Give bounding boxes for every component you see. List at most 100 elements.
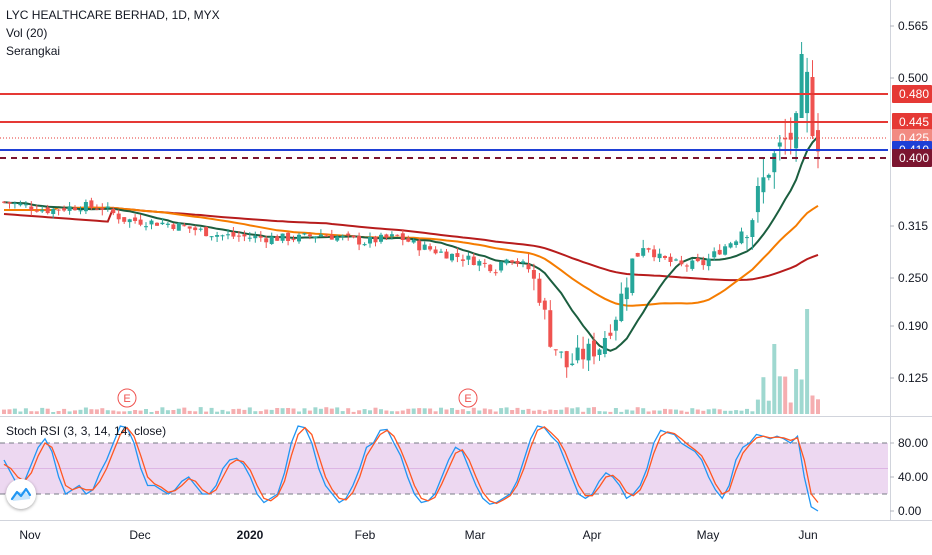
volume-bar bbox=[100, 408, 105, 414]
candle-body bbox=[515, 261, 520, 264]
volume-bar bbox=[231, 409, 236, 414]
stoch-rsi-lines bbox=[3, 425, 819, 512]
volume-bar bbox=[766, 400, 771, 414]
volume-bar bbox=[318, 408, 323, 414]
stoch-rsi-title[interactable]: Stoch RSI (3, 3, 14, 14, close) bbox=[6, 424, 167, 438]
volume-bar bbox=[466, 411, 471, 414]
volume-indicator-label[interactable]: Vol (20) bbox=[6, 26, 48, 40]
price-label-tag[interactable] bbox=[892, 149, 932, 167]
volume-bar bbox=[324, 407, 329, 414]
candle-body bbox=[324, 235, 329, 237]
candle-body bbox=[531, 270, 536, 279]
candle-body bbox=[34, 210, 39, 212]
candle-body bbox=[111, 208, 116, 214]
volume-bar bbox=[275, 408, 280, 414]
volume-bar bbox=[269, 409, 274, 414]
candle-body bbox=[291, 239, 296, 241]
candle-body bbox=[613, 319, 618, 331]
volume-bar bbox=[772, 344, 777, 414]
volume-bar bbox=[745, 408, 749, 414]
volume-bar bbox=[209, 407, 214, 414]
volume-bar bbox=[723, 410, 728, 414]
volume-bar bbox=[182, 407, 187, 414]
candle-body bbox=[684, 265, 689, 267]
volume-bar bbox=[805, 309, 810, 414]
price-label-tag[interactable] bbox=[892, 113, 932, 131]
candle-body bbox=[160, 222, 165, 225]
candle-body bbox=[400, 233, 405, 240]
volume-bar bbox=[40, 407, 45, 414]
volume-bar bbox=[455, 409, 460, 414]
volume-bar bbox=[690, 408, 695, 414]
volume-bar bbox=[537, 409, 542, 414]
volume-bar bbox=[657, 410, 662, 414]
volume-bar bbox=[400, 410, 405, 414]
volume-bar bbox=[127, 411, 132, 414]
candle-body bbox=[406, 238, 411, 242]
volume-bar bbox=[56, 411, 61, 414]
earnings-marker[interactable] bbox=[117, 388, 137, 408]
price-label-tag[interactable] bbox=[892, 85, 932, 103]
volume-bar bbox=[45, 408, 50, 414]
candle-body bbox=[674, 259, 678, 261]
earnings-marker[interactable] bbox=[458, 388, 478, 408]
candle-body bbox=[422, 244, 427, 250]
volume-bar bbox=[417, 408, 422, 414]
candle-body bbox=[253, 235, 258, 239]
volume-bar bbox=[548, 409, 553, 414]
candle-body bbox=[122, 217, 127, 222]
volume-bar bbox=[701, 410, 706, 414]
volume-bar bbox=[149, 412, 154, 414]
volume-bar bbox=[78, 409, 83, 414]
candlesticks bbox=[2, 42, 820, 378]
price-label-text: 0.445 bbox=[899, 115, 929, 129]
volume-bar bbox=[395, 411, 400, 414]
candle-body bbox=[439, 251, 443, 253]
volume-bar bbox=[761, 377, 766, 414]
candle-body bbox=[133, 217, 138, 221]
volume-bar bbox=[586, 407, 591, 414]
symbol-title[interactable]: LYC HEALTHCARE BERHAD, 1D, MYX bbox=[6, 8, 220, 22]
candle-body bbox=[450, 253, 454, 261]
candle-body bbox=[2, 201, 6, 203]
volume-bar bbox=[619, 411, 624, 414]
volume-bar bbox=[384, 410, 389, 414]
candle-body bbox=[471, 256, 476, 265]
volume-bar bbox=[712, 408, 717, 414]
candle-body bbox=[171, 224, 176, 229]
price-label-text: 0.480 bbox=[899, 87, 929, 101]
candle-body bbox=[198, 228, 203, 230]
volume-bar bbox=[389, 411, 394, 414]
candle-body bbox=[444, 251, 449, 259]
chart-legend: LYC HEALTHCARE BERHAD, 1D, MYX Vol (20) … bbox=[6, 6, 220, 60]
volume-bar bbox=[597, 411, 602, 414]
volume-bar bbox=[684, 411, 689, 414]
volume-bar bbox=[428, 408, 433, 414]
volume-bars bbox=[2, 309, 820, 414]
price-tick-label: 0.125 bbox=[898, 371, 928, 385]
volume-bar bbox=[553, 410, 558, 414]
candle-body bbox=[149, 220, 154, 225]
serangkai-indicator-label[interactable]: Serangkai bbox=[6, 44, 61, 58]
candle-body bbox=[542, 300, 547, 310]
time-tick-label: Feb bbox=[355, 528, 376, 542]
candle-body bbox=[526, 264, 531, 270]
volume-bar bbox=[777, 376, 782, 414]
volume-bar bbox=[7, 409, 12, 414]
candle-body bbox=[182, 225, 187, 227]
volume-bar bbox=[313, 407, 318, 414]
candle-body bbox=[510, 260, 515, 263]
tradingview-logo[interactable] bbox=[6, 479, 36, 509]
candle-body bbox=[701, 260, 706, 266]
candle-body bbox=[788, 132, 793, 140]
candle-body bbox=[570, 363, 575, 365]
price-tick-label: 0.500 bbox=[898, 71, 928, 85]
candle-body bbox=[761, 177, 766, 193]
volume-bar bbox=[291, 408, 296, 414]
candle-body bbox=[155, 222, 159, 226]
price-tick-label: 0.315 bbox=[898, 219, 928, 233]
volume-bar bbox=[504, 407, 509, 414]
volume-bar bbox=[34, 411, 39, 414]
